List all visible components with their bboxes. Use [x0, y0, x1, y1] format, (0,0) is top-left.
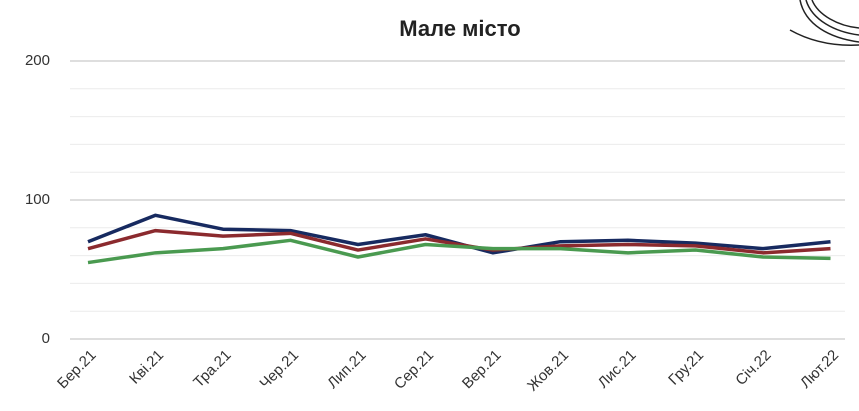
x-tick-label: Вер.21 — [459, 347, 505, 393]
series-line — [87, 238, 831, 265]
x-tick-label: Жов.21 — [524, 347, 572, 395]
x-tick-label: Сер.21 — [391, 347, 437, 393]
chart-title: Мале місто — [399, 16, 520, 41]
y-tick-label: 0 — [42, 330, 50, 347]
x-tick-label: Лют.22 — [797, 347, 842, 392]
x-tick-label: Лис.21 — [595, 347, 640, 392]
y-tick-label: 200 — [25, 52, 50, 69]
decoration — [789, 0, 859, 46]
series-line — [87, 228, 831, 255]
x-tick-label: Тра.21 — [190, 347, 234, 391]
x-tick-label: Бер.21 — [54, 347, 100, 393]
x-tick-label: Січ.22 — [732, 347, 774, 389]
x-tick-label: Гру.21 — [665, 347, 707, 389]
y-tick-label: 100 — [25, 191, 50, 208]
x-tick-label: Чер.21 — [256, 347, 302, 393]
x-tick-label: Кві.21 — [126, 347, 167, 388]
x-tick-label: Лип.21 — [324, 347, 369, 392]
